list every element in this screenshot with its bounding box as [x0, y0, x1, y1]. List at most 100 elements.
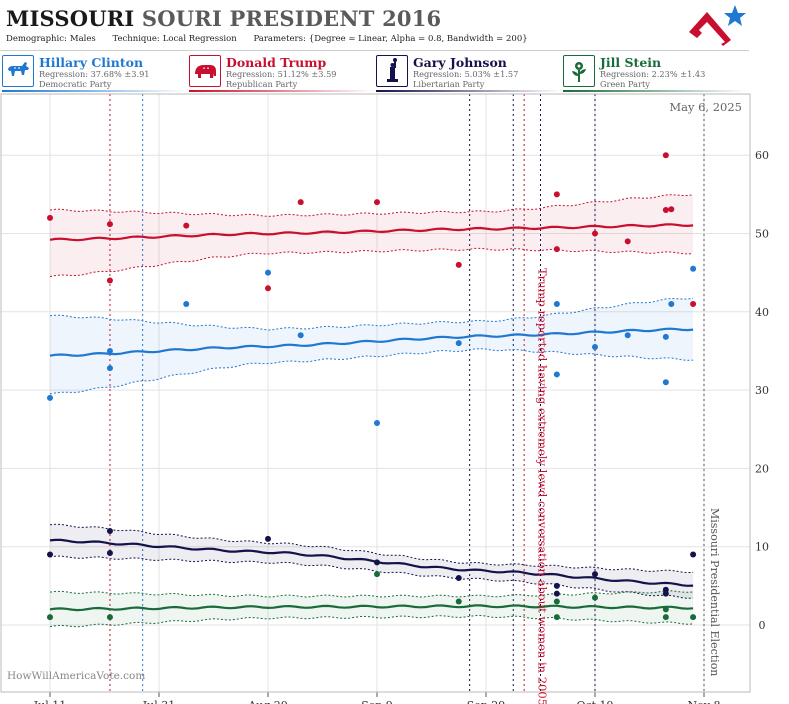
- trend-line: [49, 327, 694, 357]
- poll-point: [553, 300, 560, 307]
- poll-point: [265, 285, 271, 292]
- axes: 0 10 20 30 40 50 60 Jul 11 Jul 31 Aug 20 Sep 9 Sep …: [0, 93, 769, 704]
- poll-point: [624, 332, 631, 339]
- legend-item-johnson: Gary Johnson Regression: 5.03% ±1.57 Lib…: [376, 55, 561, 92]
- y-tick-label: 50: [755, 228, 769, 241]
- candidate-regression: Regression: 37.68% ±3.91: [39, 69, 150, 79]
- trend-line: [49, 223, 694, 242]
- poll-point: [455, 575, 462, 582]
- event-annotation: Trump reported having extremely lewd con…: [536, 268, 550, 704]
- poll-point: [183, 222, 190, 229]
- poll-point: [47, 394, 53, 401]
- header-divider: [0, 50, 749, 51]
- poll-point: [183, 300, 190, 307]
- parameters-value: {Degree = Linear, Alpha = 0.8, Bandwidth…: [308, 34, 528, 44]
- poll-point: [553, 191, 560, 198]
- poll-point: [553, 246, 560, 253]
- poll-point: [455, 261, 462, 268]
- trend-line: [49, 604, 694, 612]
- confidence-band: [50, 194, 694, 277]
- x-tick-label: Aug 20: [247, 699, 288, 704]
- poll-points: [47, 152, 697, 621]
- elephant-icon: [189, 55, 221, 87]
- candidate-name: Donald Trump: [226, 55, 327, 70]
- poll-point: [553, 614, 560, 621]
- band-upper-line: [49, 297, 694, 331]
- x-tick-label: Oct 19: [576, 699, 613, 704]
- poll-point: [297, 199, 304, 206]
- y-tick-label: 40: [755, 306, 769, 319]
- poll-point: [592, 344, 598, 351]
- annotations: May 6, 2025 HowWillAmericaVote.com Trump r…: [7, 100, 742, 704]
- y-tick-label: 0: [759, 619, 766, 632]
- poll-point: [592, 594, 598, 601]
- band-lower-line: [49, 555, 694, 599]
- poll-point: [455, 598, 462, 605]
- x-tick-label: Jul 11: [33, 699, 67, 704]
- y-tick-label: 30: [755, 384, 769, 397]
- poll-point: [662, 333, 669, 340]
- poll-point: [592, 230, 598, 237]
- poll-point: [265, 269, 271, 276]
- poll-point: [106, 528, 113, 535]
- legend-underline: [2, 90, 187, 92]
- poll-point: [374, 199, 380, 206]
- x-tick-label: Nov 8: [688, 699, 721, 704]
- poll-point: [592, 571, 598, 578]
- x-tick-label: Sep 9: [361, 699, 393, 704]
- title-rest: SOURI PRESIDENT 2016: [134, 6, 442, 31]
- poll-point: [668, 300, 675, 307]
- candidate-party: Green Party: [600, 79, 650, 89]
- confidence-bands: [49, 194, 694, 628]
- poll-point: [624, 238, 631, 245]
- poll-point: [662, 379, 669, 386]
- plot-border: [0, 93, 751, 693]
- poll-point: [690, 551, 697, 558]
- poll-point: [455, 340, 462, 347]
- poll-point: [106, 365, 113, 372]
- poll-point: [374, 559, 380, 566]
- poll-point: [106, 614, 113, 621]
- demographic-label: Demographic:: [6, 34, 67, 44]
- legend-item-stein: Jill Stein Regression: 2.23% ±1.43 Green…: [563, 55, 748, 92]
- band-upper-line: [49, 523, 694, 574]
- poll-point: [297, 332, 304, 339]
- poll-point: [374, 571, 380, 578]
- poll-point: [662, 606, 669, 613]
- candidate-regression: Regression: 5.03% ±1.57: [413, 69, 519, 79]
- band-lower-line: [49, 247, 694, 278]
- page-title: MISSOURI SOURI PRESIDENT 2016: [6, 6, 441, 31]
- candidate-name: Gary Johnson: [413, 55, 507, 70]
- candidate-party: Libertarian Party: [413, 79, 485, 89]
- poll-point: [553, 598, 560, 605]
- legend-item-clinton: Hillary Clinton Regression: 37.68% ±3.91…: [2, 55, 187, 92]
- confidence-band: [50, 590, 694, 627]
- poll-point: [690, 265, 697, 272]
- liberty-statue-icon: [376, 55, 408, 87]
- candidate-name: Hillary Clinton: [39, 55, 144, 70]
- x-tick-label: Jul 31: [142, 699, 176, 704]
- legend-item-trump: Donald Trump Regression: 51.12% ±3.59 Re…: [189, 55, 374, 92]
- candidate-name: Jill Stein: [600, 55, 662, 70]
- poll-point: [690, 614, 697, 621]
- poll-point: [662, 207, 669, 214]
- poll-point: [106, 221, 113, 228]
- poll-point: [662, 590, 669, 597]
- band-lower-line: [49, 348, 694, 395]
- poll-point: [374, 419, 380, 426]
- poll-point: [47, 214, 53, 221]
- poll-point: [662, 152, 669, 159]
- title-main: MISSOURI: [6, 6, 135, 31]
- watermark: HowWillAmericaVote.com: [7, 670, 145, 682]
- poll-point: [690, 300, 697, 307]
- poll-point: [47, 551, 53, 558]
- technique-value: Local Regression: [162, 34, 237, 44]
- poll-point: [106, 277, 113, 284]
- y-tick-label: 10: [755, 541, 769, 554]
- trend-line: [49, 538, 694, 587]
- parameters-line: Demographic: Males Technique: Local Regres…: [6, 34, 542, 44]
- date-label: May 6, 2025: [669, 100, 742, 114]
- parameters-label: Parameters:: [253, 34, 306, 44]
- donkey-icon: [2, 55, 34, 87]
